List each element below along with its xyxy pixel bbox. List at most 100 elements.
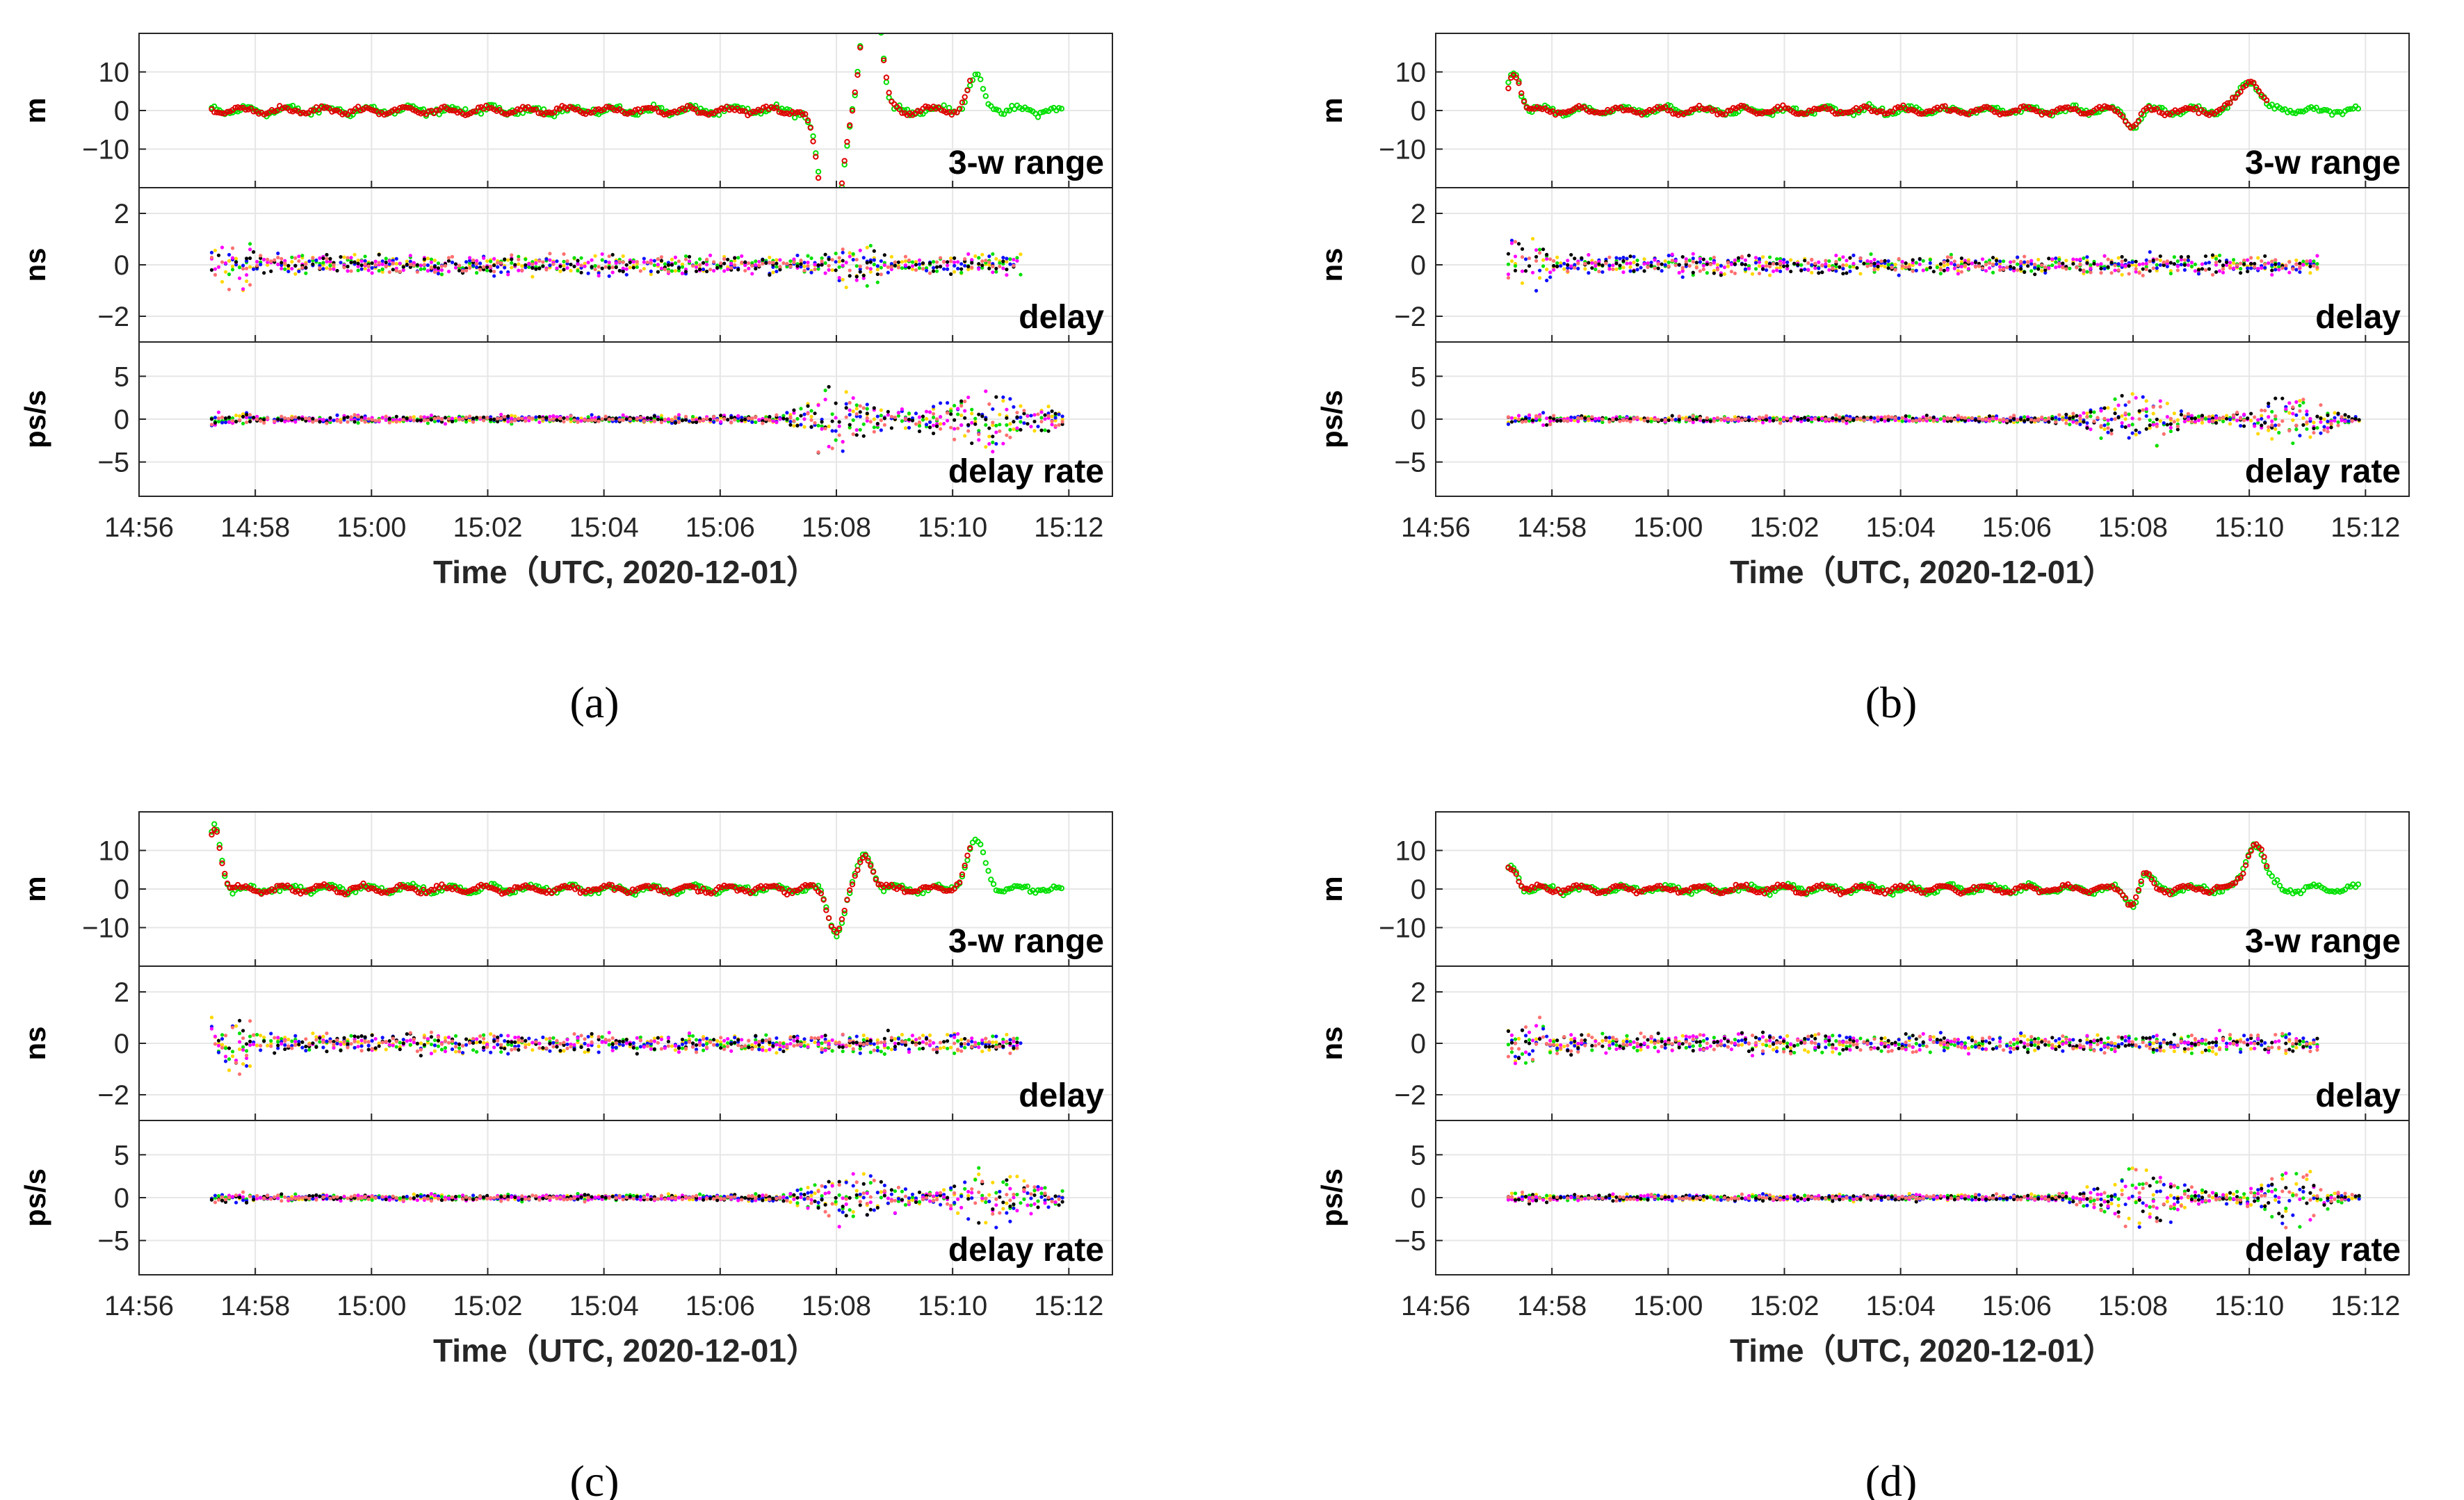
point-blue [241, 263, 245, 268]
y-tick-label: 0 [1411, 250, 1426, 281]
point-magenta [1997, 265, 2002, 269]
point-magenta [2196, 418, 2201, 423]
point-salmon [1576, 416, 1580, 420]
point-green [1935, 266, 1939, 270]
point-yellow [1649, 416, 1653, 421]
point-salmon [1841, 263, 1845, 268]
point-green [2175, 259, 2180, 263]
point-green [900, 419, 905, 423]
point-salmon [2040, 415, 2044, 419]
point-magenta [1646, 261, 1650, 266]
point-salmon [1022, 409, 1026, 413]
point-yellow [2082, 271, 2086, 276]
point-magenta [1952, 266, 1956, 270]
point-magenta [283, 419, 287, 424]
point-salmon [1865, 264, 1870, 268]
range-point-red [1814, 106, 1820, 113]
subplot-label: 3-w range [2245, 145, 2401, 181]
point-green [1635, 258, 1639, 263]
point-salmon [663, 268, 667, 272]
point-salmon [1782, 418, 1786, 422]
point-yellow [583, 261, 587, 266]
point-yellow [1810, 270, 1814, 275]
point-black [2137, 409, 2141, 413]
point-black [687, 254, 692, 259]
point-salmon [1576, 261, 1580, 266]
range-point-red [287, 108, 293, 114]
point-black [1834, 417, 1838, 422]
point-magenta [1980, 257, 1985, 261]
point-black [2263, 254, 2267, 259]
point-salmon [2075, 266, 2079, 270]
point-magenta [1845, 259, 1849, 263]
point-magenta [806, 260, 810, 265]
range-point-red [1594, 109, 1600, 115]
point-salmon [1872, 420, 1877, 424]
range-point-red [302, 111, 309, 117]
point-yellow [2106, 406, 2110, 410]
point-magenta [1820, 416, 1824, 421]
point-blue [603, 259, 608, 263]
point-green [1708, 256, 1712, 261]
point-green [1848, 265, 1852, 269]
range-point-green [810, 133, 816, 140]
point-black [1817, 417, 1821, 422]
point-magenta [387, 259, 391, 263]
point-magenta [834, 416, 838, 420]
point-magenta [2141, 262, 2145, 266]
point-black [223, 416, 228, 421]
point-black [2162, 263, 2166, 267]
point-black [927, 425, 932, 430]
point-magenta [1566, 259, 1570, 263]
point-salmon [2040, 263, 2044, 268]
point-yellow [2102, 427, 2107, 432]
range-point-green [1605, 109, 1611, 115]
point-black [788, 423, 793, 427]
point-black [1904, 261, 1908, 266]
range-point-red [2077, 111, 2084, 117]
point-salmon [733, 263, 737, 267]
point-salmon [914, 422, 918, 426]
point-green [872, 425, 876, 430]
point-yellow [1757, 264, 1762, 268]
point-salmon [659, 421, 664, 425]
point-black [1523, 417, 1528, 421]
point-green [858, 427, 862, 432]
point-salmon [503, 414, 507, 419]
point-magenta [1904, 417, 1908, 421]
point-green [2155, 443, 2159, 448]
point-black [2172, 262, 2176, 266]
point-salmon [1963, 263, 1968, 268]
point-green [953, 403, 957, 408]
point-salmon [1715, 268, 1719, 272]
point-salmon [1548, 257, 1553, 261]
point-salmon [1984, 263, 1988, 267]
point-black [854, 275, 859, 279]
point-yellow [2151, 411, 2155, 416]
point-blue [2033, 266, 2037, 270]
point-magenta [666, 417, 671, 421]
point-green [227, 272, 232, 277]
point-blue [1782, 258, 1786, 262]
point-black [740, 418, 744, 423]
point-yellow [973, 254, 978, 259]
point-yellow [2012, 420, 2016, 425]
range-point-red [2049, 108, 2056, 115]
point-blue [475, 265, 479, 270]
point-black [1680, 254, 1685, 259]
point-black [2221, 263, 2226, 268]
point-black [792, 408, 796, 412]
range-point-red [580, 110, 586, 117]
point-salmon [548, 252, 552, 256]
point-salmon [889, 414, 893, 419]
range-point-green [316, 109, 322, 116]
point-black [778, 268, 782, 272]
point-blue [363, 259, 367, 263]
range-point-red [347, 108, 354, 115]
point-blue [2158, 263, 2162, 267]
point-salmon [917, 420, 922, 424]
range-point-red [1963, 111, 1969, 117]
point-magenta [2246, 258, 2250, 262]
point-salmon [642, 419, 646, 423]
point-black [1597, 262, 1601, 266]
